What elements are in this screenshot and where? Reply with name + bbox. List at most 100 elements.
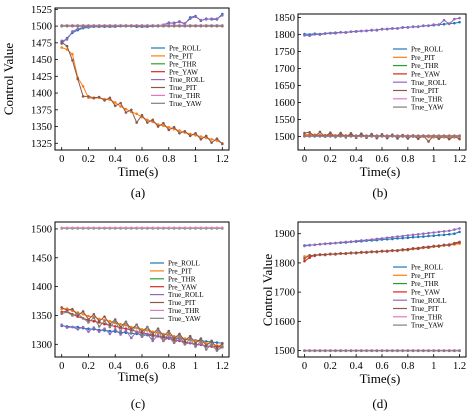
y-tick-label: 1900: [274, 229, 295, 240]
data-point: [370, 238, 373, 241]
data-point: [113, 328, 117, 331]
data-point: [458, 134, 461, 138]
data-point: [401, 25, 404, 29]
data-point: [81, 313, 85, 316]
legend-entry: Pre_PIT: [411, 54, 436, 62]
data-point: [81, 317, 85, 320]
data-point: [349, 349, 353, 353]
data-point: [427, 234, 430, 238]
y-tick-label: 1700: [274, 64, 295, 75]
data-point: [108, 329, 112, 333]
data-point: [81, 85, 85, 88]
legend-entry: True_THR: [411, 95, 442, 103]
data-point: [113, 330, 117, 333]
data-point: [447, 232, 451, 236]
data-point: [71, 30, 74, 33]
data-point: [81, 226, 85, 230]
data-point: [108, 319, 112, 323]
data-point: [303, 34, 306, 37]
legend-entry: True_PIT: [411, 305, 439, 313]
x-tick-label: 0.8: [401, 361, 414, 372]
data-point: [151, 339, 155, 343]
data-point: [178, 20, 181, 24]
data-point: [81, 310, 85, 313]
x-tick-label: 0.8: [401, 154, 414, 165]
data-point: [354, 30, 358, 33]
data-point: [103, 99, 106, 102]
data-point: [453, 134, 456, 138]
data-point: [124, 226, 128, 230]
data-point: [401, 236, 404, 240]
data-point: [437, 233, 441, 237]
data-point: [437, 134, 441, 138]
data-point: [60, 24, 63, 28]
x-tick-label: 0: [59, 154, 64, 165]
legend-entry: True_YAW: [168, 315, 201, 323]
data-point: [183, 22, 187, 25]
data-point: [81, 325, 85, 329]
data-point: [97, 325, 101, 328]
data-point: [199, 226, 203, 230]
data-point: [354, 134, 358, 138]
data-point: [221, 142, 224, 146]
y-tick-label: 1650: [274, 81, 295, 92]
data-point: [221, 226, 224, 230]
x-tick-label: 1.2: [453, 154, 466, 165]
data-point: [167, 331, 171, 335]
data-point: [172, 341, 176, 344]
data-point: [447, 134, 451, 138]
data-point: [375, 250, 379, 254]
data-point: [119, 333, 122, 336]
data-point: [172, 226, 176, 230]
data-point: [422, 235, 425, 238]
data-point: [146, 24, 149, 28]
data-point: [199, 137, 203, 141]
legend-entry: True_ROLL: [168, 291, 204, 299]
data-point: [92, 313, 96, 316]
data-point: [92, 319, 96, 323]
data-point: [380, 237, 384, 240]
data-point: [60, 40, 63, 44]
data-point: [308, 131, 311, 134]
data-point: [360, 29, 363, 33]
data-point: [416, 137, 420, 141]
data-point: [172, 337, 176, 340]
data-point: [188, 334, 192, 338]
data-point: [124, 329, 128, 332]
data-point: [442, 134, 446, 138]
data-point: [162, 124, 165, 128]
data-point: [344, 134, 348, 138]
legend-entry: True_PIT: [411, 87, 439, 95]
data-point: [318, 33, 322, 37]
data-point: [391, 349, 394, 353]
data-point: [188, 132, 192, 136]
data-point: [103, 319, 106, 323]
data-point: [416, 232, 420, 236]
data-point: [215, 226, 219, 230]
data-point: [140, 24, 144, 28]
data-point: [323, 32, 327, 36]
data-point: [162, 121, 165, 125]
legend: Pre_ROLLPre_PITPre_THRPre_YAWTrue_ROLLTr…: [150, 260, 204, 323]
y-tick-label: 1800: [274, 30, 295, 41]
x-tick-label: 0.6: [135, 154, 148, 165]
legend-entry: Pre_ROLL: [169, 45, 201, 53]
data-point: [308, 134, 311, 138]
data-point: [162, 339, 165, 343]
data-point: [385, 349, 389, 353]
data-point: [162, 24, 165, 28]
data-point: [156, 333, 160, 337]
x-axis-label: Time(s): [360, 164, 401, 179]
x-tick-label: 0.8: [162, 361, 175, 372]
data-point: [183, 24, 187, 28]
data-point: [401, 134, 404, 138]
data-point: [215, 349, 219, 352]
data-point: [422, 134, 425, 138]
data-point: [313, 134, 317, 138]
data-point: [113, 226, 117, 230]
data-point: [87, 321, 90, 324]
data-point: [146, 121, 149, 124]
y-tick-label: 1500: [31, 22, 52, 33]
data-point: [303, 244, 306, 248]
